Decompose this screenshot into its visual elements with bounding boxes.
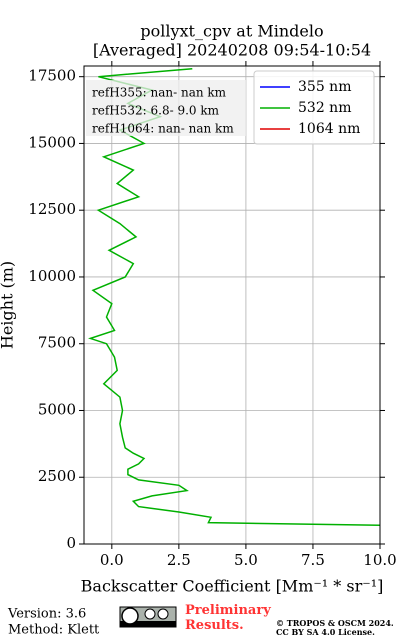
- cc-logo: [119, 606, 177, 628]
- x-tick-label: 7.5: [301, 551, 325, 569]
- y-tick-label: 15000: [28, 133, 76, 151]
- copyright: © TROPOS & OSCM 2024.: [276, 618, 394, 628]
- version: Version: 3.6: [7, 607, 86, 622]
- y-tick-label: 7500: [38, 334, 76, 352]
- x-tick-label: 5.0: [234, 551, 258, 569]
- preliminary-label: Preliminary Results.: [185, 603, 271, 633]
- plot-frame: [83, 65, 381, 545]
- x-tick-label: 10.0: [363, 551, 396, 569]
- method: Method: Klett: [8, 623, 100, 638]
- annotation: refH1064: nan- nan km: [92, 122, 234, 136]
- annotation: refH532: 6.8- 9.0 km: [92, 104, 220, 118]
- y-tick-label: 0: [66, 534, 76, 552]
- chart-subtitle: [Averaged] 20240208 09:54-10:54: [93, 41, 371, 60]
- annotation: refH355: nan- nan km: [92, 86, 227, 100]
- legend-label: 355 nm: [298, 79, 351, 95]
- y-tick-label: 5000: [38, 400, 76, 418]
- y-tick-label: 17500: [28, 67, 76, 85]
- y-tick-label: 2500: [38, 467, 76, 485]
- profile-line: [88, 67, 380, 527]
- status-text: Preliminary: [185, 603, 271, 618]
- y-axis-label: Height (m): [0, 261, 17, 349]
- x-axis-label: Backscatter Coefficient [Mm⁻¹ * sr⁻¹]: [81, 577, 384, 596]
- status-text-2: Results.: [185, 618, 244, 633]
- y-tick-label: 12500: [28, 200, 76, 218]
- x-tick-label: 2.5: [167, 551, 191, 569]
- annotation-box: [86, 80, 246, 136]
- x-tick-label: 0.0: [100, 551, 124, 569]
- legend-label: 1064 nm: [298, 121, 360, 137]
- legend-box: [253, 70, 375, 145]
- chart-title: pollyxt_cpv at Mindelo: [140, 22, 323, 41]
- legend-label: 532 nm: [298, 100, 351, 116]
- license: CC BY SA 4.0 License.: [276, 627, 375, 637]
- y-tick-label: 10000: [28, 267, 76, 285]
